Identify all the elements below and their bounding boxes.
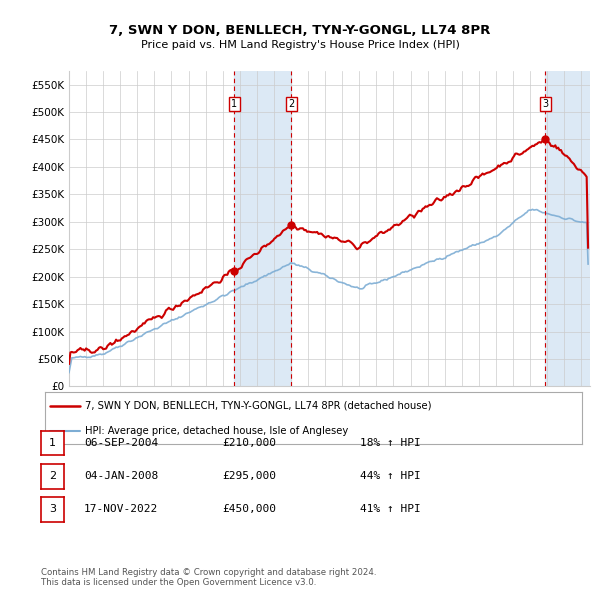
Text: 3: 3 [542,99,548,109]
Text: 7, SWN Y DON, BENLLECH, TYN-Y-GONGL, LL74 8PR: 7, SWN Y DON, BENLLECH, TYN-Y-GONGL, LL7… [109,24,491,37]
Text: £210,000: £210,000 [222,438,276,448]
Text: 3: 3 [49,504,56,514]
Text: £295,000: £295,000 [222,471,276,481]
Text: HPI: Average price, detached house, Isle of Anglesey: HPI: Average price, detached house, Isle… [85,426,349,435]
Text: 18% ↑ HPI: 18% ↑ HPI [360,438,421,448]
Text: 17-NOV-2022: 17-NOV-2022 [84,504,158,514]
Text: 1: 1 [49,438,56,448]
Text: 04-JAN-2008: 04-JAN-2008 [84,471,158,481]
Text: 2: 2 [288,99,294,109]
Text: Price paid vs. HM Land Registry's House Price Index (HPI): Price paid vs. HM Land Registry's House … [140,40,460,50]
Text: 44% ↑ HPI: 44% ↑ HPI [360,471,421,481]
Text: Contains HM Land Registry data © Crown copyright and database right 2024.
This d: Contains HM Land Registry data © Crown c… [41,568,376,587]
Text: 41% ↑ HPI: 41% ↑ HPI [360,504,421,514]
Text: 2: 2 [49,471,56,481]
Bar [234,71,291,386]
Text: 7, SWN Y DON, BENLLECH, TYN-Y-GONGL, LL74 8PR (detached house): 7, SWN Y DON, BENLLECH, TYN-Y-GONGL, LL7… [85,401,432,411]
Text: 1: 1 [231,99,238,109]
Bar [545,71,590,386]
Text: 06-SEP-2004: 06-SEP-2004 [84,438,158,448]
Text: £450,000: £450,000 [222,504,276,514]
